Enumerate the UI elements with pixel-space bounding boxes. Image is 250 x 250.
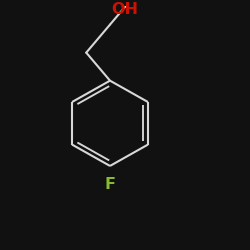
Text: OH: OH	[111, 2, 138, 17]
Text: F: F	[104, 177, 116, 192]
